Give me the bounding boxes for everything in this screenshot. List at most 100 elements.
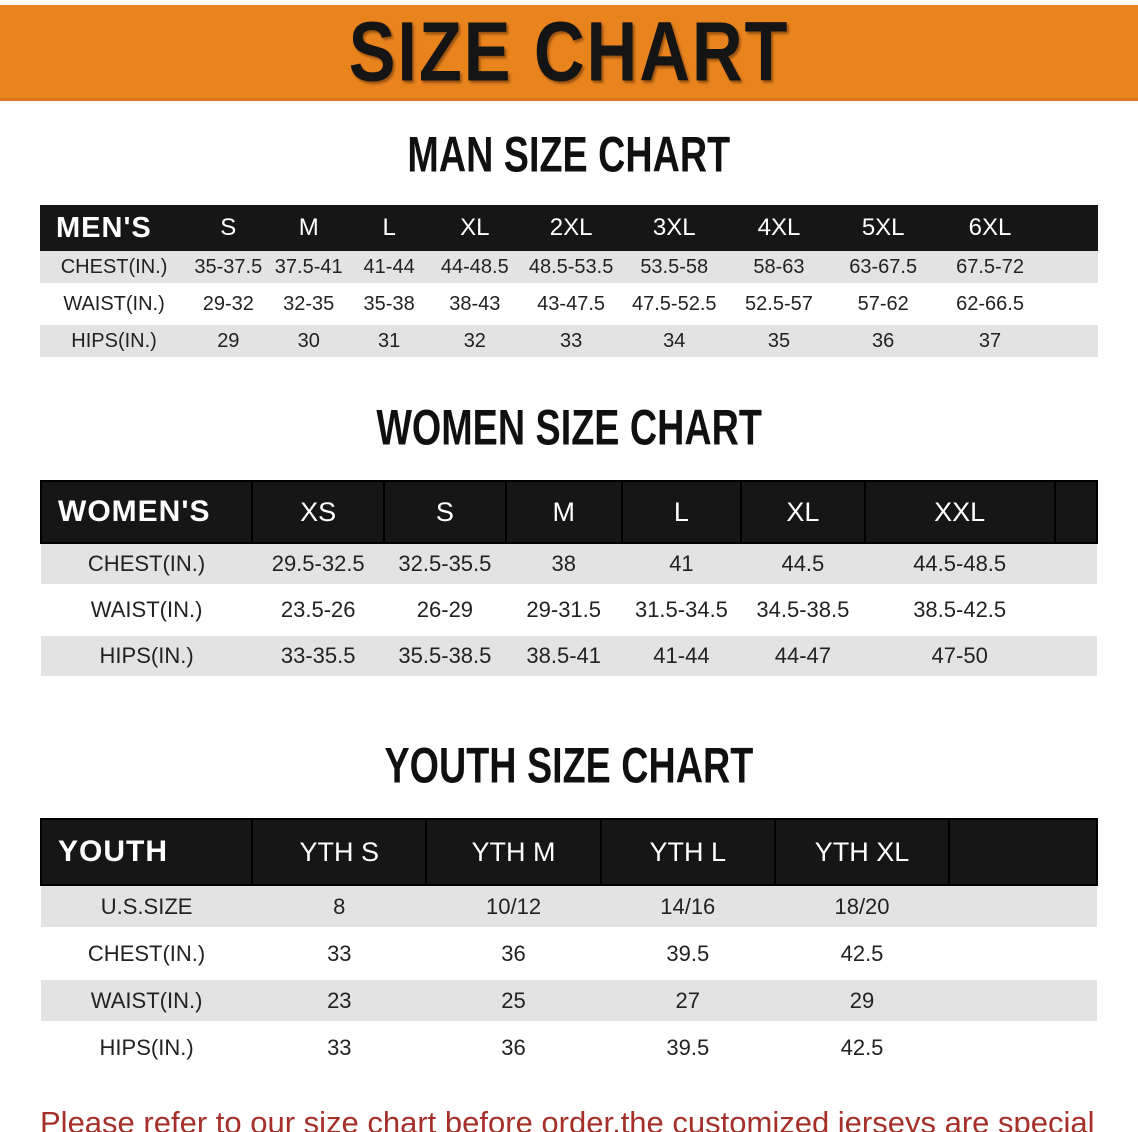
cell: 44-47	[741, 633, 865, 679]
youth-section-heading: YOUTH SIZE CHART	[384, 736, 754, 794]
men-col-header-xl: XL	[429, 205, 521, 251]
table-row: CHEST(IN.) 29.5-32.5 32.5-35.5 38 41 44.…	[41, 543, 1097, 587]
spacer-cell	[1045, 251, 1098, 286]
cell: 26-29	[384, 587, 506, 633]
row-label: CHEST(IN.)	[41, 930, 253, 977]
cell: 14/16	[600, 885, 775, 930]
cell: 37.5-41	[268, 251, 349, 286]
table-row: U.S.SIZE 8 10/12 14/16 18/20	[41, 885, 1097, 930]
cell: 58-63	[726, 251, 832, 286]
spacer-cell	[1045, 205, 1098, 251]
women-table-label: WOMEN'S	[39, 480, 254, 544]
cell: 30	[268, 322, 349, 360]
cell: 36	[426, 930, 601, 977]
cell: 47-50	[864, 633, 1055, 679]
cell: 38	[505, 543, 622, 587]
cell: 29-31.5	[505, 587, 622, 633]
men-col-header-m: M	[268, 205, 349, 251]
men-col-header-4xl: 4XL	[726, 205, 832, 251]
women-col-header-xxl: XXL	[863, 480, 1056, 544]
banner: SIZE CHART	[0, 5, 1138, 101]
spacer-cell	[1054, 587, 1097, 633]
cell: 29	[188, 322, 269, 360]
youth-col-header-l: YTH L	[599, 818, 776, 886]
table-row: WAIST(IN.) 23.5-26 26-29 29-31.5 31.5-34…	[41, 587, 1097, 633]
cell: 31.5-34.5	[621, 587, 742, 633]
youth-col-header-xl: YTH XL	[773, 818, 951, 886]
spacer-cell	[1054, 543, 1097, 587]
cell: 29.5-32.5	[252, 543, 385, 587]
men-col-header-6xl: 6XL	[935, 205, 1046, 251]
cell: 52.5-57	[726, 285, 832, 323]
cell: 37	[935, 322, 1046, 360]
table-row: CHEST(IN.) 33 36 39.5 42.5	[41, 930, 1097, 977]
row-label: HIPS(IN.)	[41, 1024, 253, 1071]
youth-table-label: YOUTH	[39, 818, 254, 886]
spacer-cell	[948, 818, 1098, 886]
cell: 18/20	[774, 885, 950, 930]
men-col-header-5xl: 5XL	[831, 205, 936, 251]
cell: 35-37.5	[188, 251, 269, 286]
table-row: HIPS(IN.) 33 36 39.5 42.5	[41, 1024, 1097, 1071]
table-row: HIPS(IN.) 33-35.5 35.5-38.5 38.5-41 41-4…	[41, 633, 1097, 679]
cell: 23.5-26	[252, 587, 385, 633]
women-col-header-xl: XL	[740, 480, 866, 544]
men-col-header-3xl: 3XL	[621, 205, 727, 251]
cell: 62-66.5	[935, 285, 1046, 323]
women-col-header-l: L	[620, 480, 743, 544]
spacer-cell	[1045, 285, 1098, 323]
cell: 43-47.5	[520, 285, 622, 323]
spacer-cell	[949, 930, 1097, 977]
cell: 39.5	[600, 930, 775, 977]
table-row: CHEST(IN.) 35-37.5 37.5-41 41-44 44-48.5…	[40, 251, 1098, 286]
size-chart-page: SIZE CHART MAN SIZE CHART MEN'S S M L XL…	[0, 5, 1138, 1132]
banner-title: SIZE CHART	[348, 5, 790, 99]
cell: 57-62	[831, 285, 936, 323]
cell: 33	[520, 322, 622, 360]
cell: 42.5	[774, 930, 950, 977]
cell: 35.5-38.5	[384, 633, 506, 679]
footer-line1: Please refer to our size chart before or…	[40, 1105, 1095, 1132]
row-label: WAIST(IN.)	[40, 285, 189, 323]
cell: 41	[621, 543, 742, 587]
footer-note: Please refer to our size chart before or…	[40, 1100, 1108, 1132]
cell: 41-44	[621, 633, 742, 679]
cell: 36	[831, 322, 936, 360]
cell: 53.5-58	[621, 251, 727, 286]
table-row: HIPS(IN.) 29 30 31 32 33 34 35 36 37	[40, 322, 1098, 360]
spacer-cell	[949, 885, 1097, 930]
men-header-row: MEN'S S M L XL 2XL 3XL 4XL 5XL 6XL	[40, 205, 1098, 251]
cell: 33	[252, 1024, 427, 1071]
cell: 47.5-52.5	[621, 285, 727, 323]
row-label: WAIST(IN.)	[41, 587, 253, 633]
cell: 10/12	[426, 885, 601, 930]
women-size-table: WOMEN'S XS S M L XL XXL CHEST(IN.) 29.5-…	[39, 480, 1099, 682]
row-label: HIPS(IN.)	[40, 322, 189, 360]
men-size-table: MEN'S S M L XL 2XL 3XL 4XL 5XL 6XL CHEST…	[40, 205, 1098, 362]
cell: 38.5-42.5	[864, 587, 1055, 633]
spacer-cell	[1054, 633, 1097, 679]
men-col-header-l: L	[348, 205, 430, 251]
youth-col-header-m: YTH M	[425, 818, 602, 886]
spacer-cell	[949, 1024, 1097, 1071]
cell: 25	[426, 977, 601, 1024]
cell: 27	[600, 977, 775, 1024]
cell: 38.5-41	[505, 633, 622, 679]
row-label: WAIST(IN.)	[41, 977, 253, 1024]
cell: 23	[252, 977, 427, 1024]
men-col-header-s: S	[188, 205, 269, 251]
row-label: HIPS(IN.)	[41, 633, 253, 679]
cell: 42.5	[774, 1024, 950, 1071]
cell: 36	[426, 1024, 601, 1071]
cell: 34.5-38.5	[741, 587, 865, 633]
women-col-header-m: M	[504, 480, 623, 544]
cell: 41-44	[348, 251, 430, 286]
cell: 39.5	[600, 1024, 775, 1071]
men-table-label: MEN'S	[40, 205, 189, 251]
men-col-header-2xl: 2XL	[520, 205, 622, 251]
cell: 31	[348, 322, 430, 360]
table-row: WAIST(IN.) 29-32 32-35 35-38 38-43 43-47…	[40, 285, 1098, 323]
cell: 33-35.5	[252, 633, 385, 679]
table-row: WAIST(IN.) 23 25 27 29	[41, 977, 1097, 1024]
youth-size-table: YOUTH YTH S YTH M YTH L YTH XL U.S.SIZE …	[39, 818, 1098, 1074]
